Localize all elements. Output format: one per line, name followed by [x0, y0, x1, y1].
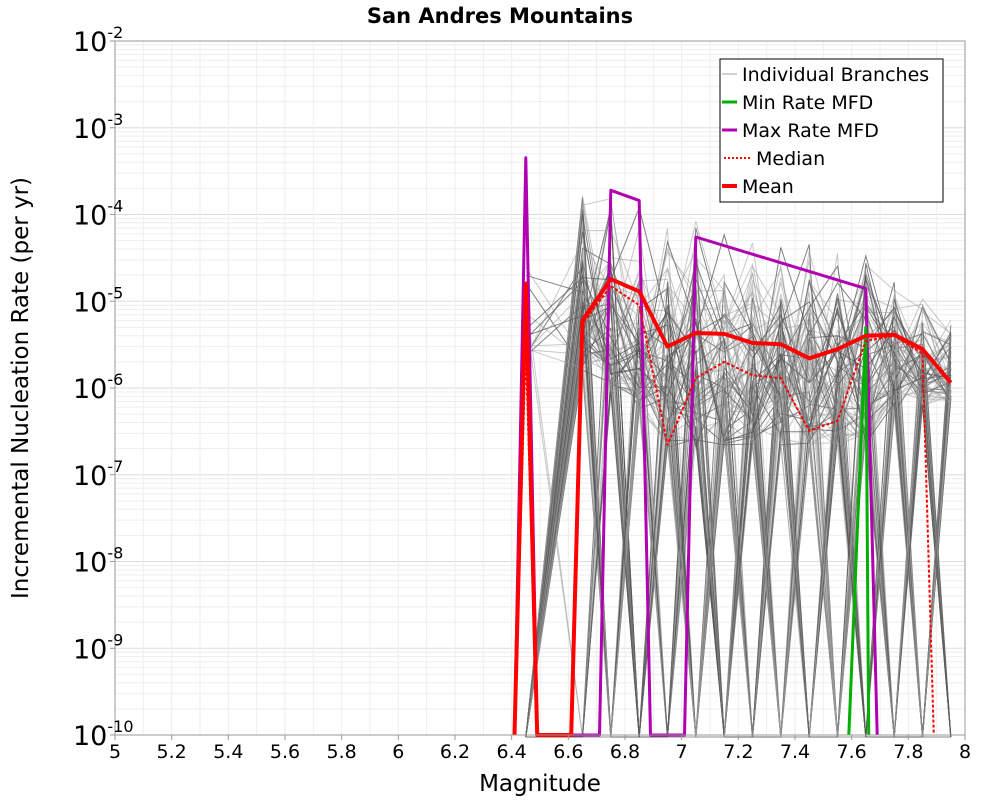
- y-tick-label: 10-10: [73, 717, 134, 752]
- branch-line: [525, 272, 952, 738]
- x-tick-label: 8: [959, 741, 971, 763]
- x-tick-label: 6.8: [610, 741, 640, 763]
- legend-box: [719, 58, 944, 203]
- legend-label: Individual Branches: [742, 64, 929, 86]
- x-axis-ticks: 5 5.2 5.4 5.6 5.8 6 6.2 6.4 6.6 6.8 7 7.2 7.4 7.6 7.8 8: [109, 735, 971, 763]
- branch-line: [525, 289, 952, 738]
- branch-line: [525, 273, 951, 738]
- branch-line: [525, 262, 952, 738]
- x-tick-label: 7.8: [893, 741, 923, 763]
- x-tick-label: 5: [109, 741, 121, 763]
- y-tick-label: 10-8: [73, 544, 123, 579]
- y-axis-ticks: 10-10 10-9 10-8 10-7 10-6 10-5 10-4 10-3 10-2: [73, 23, 134, 752]
- x-tick-label: 6.4: [497, 741, 527, 763]
- branch-line: [525, 265, 952, 738]
- x-tick-label: 7.6: [837, 741, 867, 763]
- y-tick-label: 10-5: [73, 283, 123, 318]
- branch-line: [525, 256, 952, 738]
- y-tick-label: 10-4: [73, 197, 123, 232]
- branch-line: [525, 198, 952, 738]
- x-tick-label: 7.2: [723, 741, 753, 763]
- x-axis-label: Magnitude: [479, 771, 601, 797]
- x-tick-label: 6: [392, 741, 404, 763]
- branch-line: [525, 232, 952, 738]
- y-tick-label: 10-6: [73, 370, 123, 405]
- y-tick-label: 10-7: [73, 457, 123, 492]
- legend-label: Mean: [742, 176, 794, 198]
- x-tick-label: 5.6: [270, 741, 300, 763]
- y-tick-label: 10-3: [73, 110, 123, 145]
- x-tick-label: 7: [676, 741, 688, 763]
- x-tick-label: 6.2: [440, 741, 470, 763]
- series-min-rate-mfd: [847, 325, 871, 736]
- branch-line: [525, 259, 951, 738]
- x-tick-label: 5.4: [213, 741, 243, 763]
- branch-line: [525, 231, 951, 738]
- y-axis-label: Incremental Nucleation Rate (per yr): [8, 177, 34, 599]
- x-tick-label: 7.4: [780, 741, 810, 763]
- legend-label: Median: [756, 148, 825, 170]
- legend-label: Min Rate MFD: [742, 92, 873, 114]
- y-tick-label: 10-2: [73, 23, 123, 58]
- branch-line: [525, 305, 952, 738]
- legend-label: Max Rate MFD: [742, 120, 879, 142]
- x-tick-label: 5.8: [327, 741, 357, 763]
- legend: Individual Branches Min Rate MFD Max Rate …: [719, 58, 944, 203]
- x-tick-label: 5.2: [157, 741, 187, 763]
- x-tick-label: 6.6: [553, 741, 583, 763]
- chart-title: San Andres Mountains: [367, 4, 633, 28]
- y-tick-label: 10-9: [73, 630, 123, 665]
